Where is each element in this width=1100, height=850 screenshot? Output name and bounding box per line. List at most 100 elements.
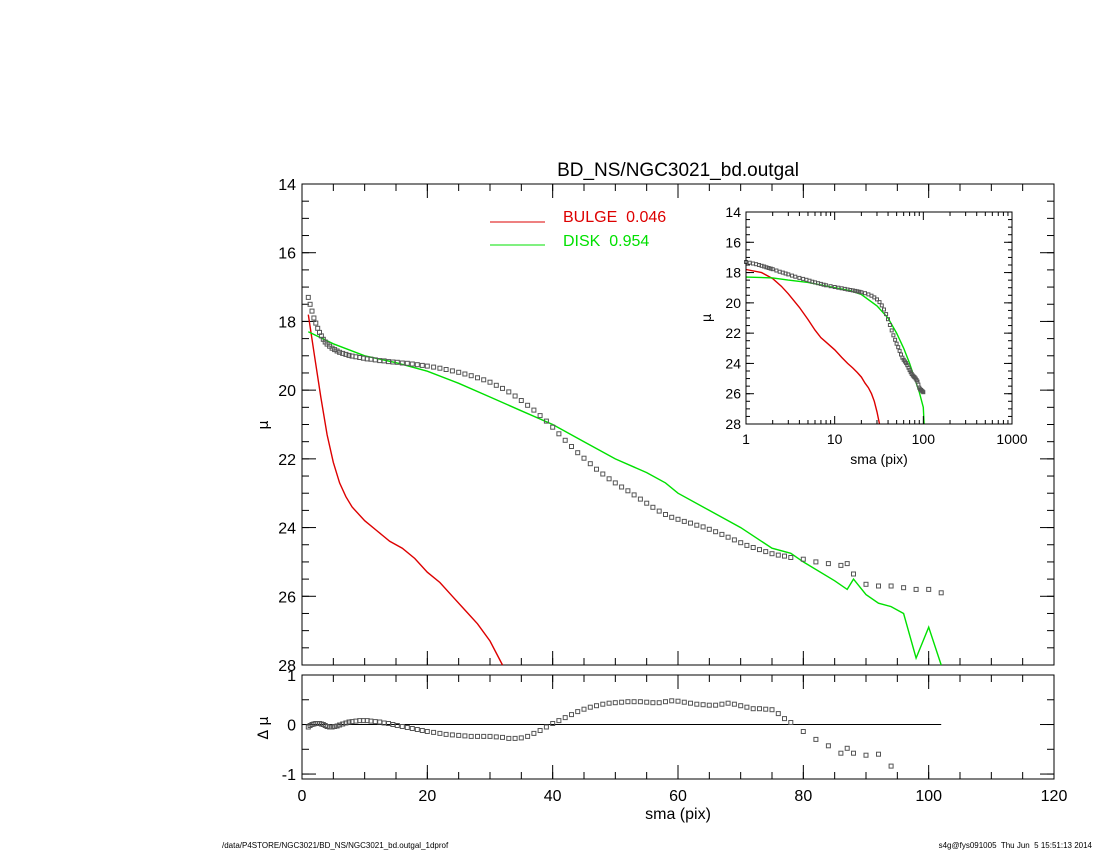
residual-data-point [556,718,562,724]
residual-y-tick-label: 1 [287,668,296,685]
main-data-point [763,549,769,555]
main-y-axis-label: μ [256,420,272,429]
main-data-point [346,352,352,358]
inset-y-tick-label: 28 [725,416,741,432]
main-data-point [669,514,675,520]
inset-x-tick-label: 1 [742,431,750,447]
main-data-point [637,496,643,502]
residual-data-point [575,709,581,715]
inset-y-tick-label: 20 [725,295,741,311]
main-data-point [901,585,907,591]
residual-data-point [518,735,524,741]
residual-data-point [863,752,869,758]
residual-x-tick-label: 120 [1041,788,1068,805]
residual-data-point [372,719,378,725]
residual-y-tick-label: 0 [287,718,296,735]
residual-data-point [414,727,420,732]
residual-data-point [449,732,455,738]
main-data-point [838,562,844,568]
residual-data-point [637,699,643,705]
main-data-point [414,362,420,368]
inset-data-point [770,267,775,272]
residual-data-point [394,723,400,728]
main-data-point [681,518,687,524]
footer-timestamp: s4g@fys091005 Thu Jun 5 15:51:13 2014 [938,841,1092,850]
residual-data-point [844,745,850,751]
residual-data-point [612,700,618,706]
residual-data-point [468,733,474,739]
residual-x-axis-label: sma (pix) [645,806,711,823]
main-data-point [926,586,932,592]
main-data-point [851,571,856,577]
main-data-point [512,393,518,399]
main-data-point [844,561,850,567]
inset-data-point [797,275,802,280]
residual-data-point [825,743,831,749]
main-data-point [612,480,618,486]
inset-series-line-0 [745,268,881,425]
residual-data-point [719,701,725,707]
main-data-point [775,552,781,558]
inset-panel: μ sma (pix) 14 16 18 20 22 24 26 281 10 100 1000 [700,204,1028,467]
residual-data-point [587,704,593,710]
residual-data-point [763,706,769,712]
inset-data-point [762,264,767,269]
main-y-tick-label: 18 [278,314,296,331]
main-data-point [813,559,819,565]
inset-data-point [832,285,837,289]
residual-data-point [543,724,549,730]
legend: BULGE 0.046 DISK 0.954 [490,209,666,250]
main-data-point [913,586,919,592]
inset-data-point [877,300,882,305]
inset-data-point [855,289,860,294]
main-data-point [309,308,315,314]
residual-data-point [650,700,656,706]
inset-data-point [828,284,833,289]
residual-data-point [424,729,430,734]
inset-y-tick-label: 16 [725,234,741,250]
main-data-point [631,492,637,498]
inset-data-point [889,328,894,333]
residual-data-point [700,702,706,708]
main-data-point [424,363,430,369]
main-data-point [543,418,549,424]
residual-data-point [537,728,543,733]
residual-data-point [631,699,637,705]
main-data-point [475,375,480,381]
residual-data-point [431,729,437,735]
main-data-point [419,362,425,368]
residual-data-point [744,704,750,710]
main-data-point [800,556,806,562]
main-data-point [311,315,317,321]
residual-data-point [377,719,383,725]
residual-x-tick-label: 80 [794,788,812,805]
main-data-point [587,461,593,467]
main-data-point [493,382,499,388]
main-title: BD_NS/NGC3021_bd.outgal [557,160,799,181]
main-data-point [343,351,349,357]
residual-data-point [681,699,687,705]
residual-x-tick-label: 100 [915,788,942,805]
main-data-point [404,360,410,366]
inset-data-point [853,288,858,293]
residual-data-point [493,734,499,740]
main-data-point [443,367,449,372]
main-data-point [888,583,894,589]
inset-data-point [850,288,855,293]
residual-data-point [487,733,493,739]
main-data-point [525,402,531,408]
main-data-point [456,369,462,375]
inset-data-point [764,265,769,270]
residual-data-point [600,701,606,707]
main-data-point [556,431,562,437]
main-data-point [575,450,581,456]
inset-y-tick-label: 14 [725,204,741,220]
inset-data-point [786,272,791,277]
main-data-point [713,529,719,535]
main-data-point [569,444,574,449]
main-data-point [340,350,346,356]
residual-panel: Δ μ sma (pix) 10-10 20 40 60 80 100 120 [256,668,1067,823]
residual-x-tick-label: 60 [669,788,687,805]
residual-data-point [506,735,512,741]
residual-data-point [769,707,775,713]
